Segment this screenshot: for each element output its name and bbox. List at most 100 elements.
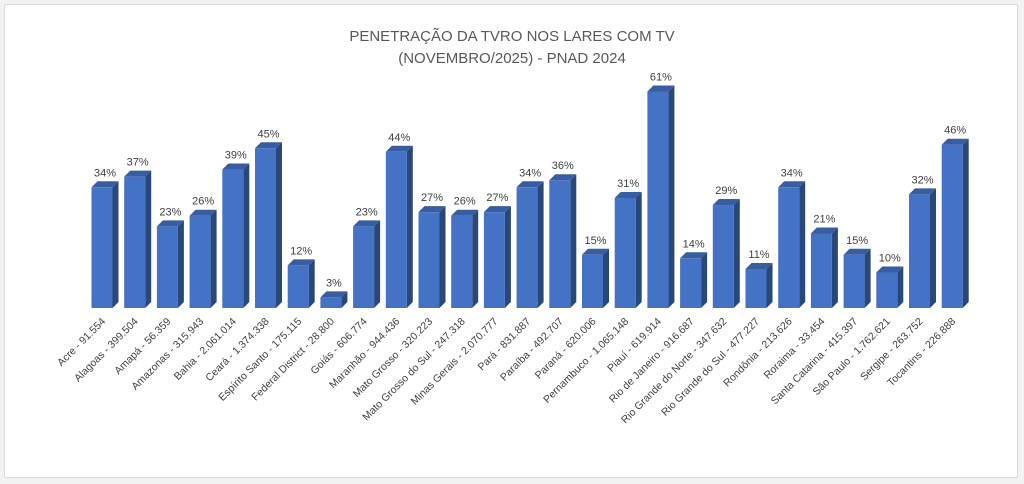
value-label: 10% (879, 253, 901, 265)
bar-top (91, 181, 119, 188)
value-label: 23% (159, 206, 181, 218)
bar-top (680, 252, 708, 259)
bar-front (189, 215, 211, 308)
bar-side (112, 181, 119, 308)
bar (124, 170, 152, 308)
bar-front (483, 212, 505, 308)
bar-top (189, 209, 217, 216)
bar-side (308, 259, 315, 308)
value-label: 46% (944, 125, 966, 137)
bar-top (712, 199, 740, 206)
bar-top (222, 163, 250, 170)
bar-front (418, 212, 440, 308)
value-label: 37% (127, 157, 149, 169)
bar-front (451, 215, 473, 308)
bar (647, 85, 675, 308)
bar-side (962, 138, 969, 308)
bar (91, 181, 119, 308)
bar-side (276, 142, 282, 308)
bar-top (156, 220, 184, 227)
bar-side (603, 248, 609, 308)
bar-side (243, 163, 250, 308)
value-label: 26% (192, 196, 214, 208)
value-label: 23% (356, 206, 378, 218)
bar-front (909, 194, 930, 308)
bar-top (320, 291, 348, 298)
bar-side (537, 181, 544, 308)
value-label: 11% (748, 249, 769, 261)
bar (549, 174, 577, 308)
bar-top (614, 191, 642, 198)
bar (418, 206, 446, 308)
bar-front (810, 233, 832, 308)
value-label: 27% (486, 192, 508, 204)
value-label: 45% (257, 128, 279, 140)
bar-front (255, 148, 276, 308)
bar-front (582, 254, 603, 308)
bar-top (255, 142, 282, 149)
bar (810, 227, 838, 308)
bar-front (778, 187, 800, 308)
bar (451, 209, 479, 308)
bar (778, 181, 806, 308)
bar-chart: PENETRAÇÃO DA TVRO NOS LARES COM TV (NOV… (55, 28, 969, 427)
category-label: Goiás - 606.774 (308, 316, 369, 377)
bar-front (745, 268, 767, 308)
value-label: 29% (715, 185, 737, 197)
bar-front (156, 226, 178, 308)
bar (156, 220, 184, 308)
category-label: Amapá - 56.359 (112, 316, 173, 377)
bar-top (582, 248, 609, 255)
bar-side (177, 220, 184, 308)
bar (255, 142, 282, 308)
bar-side (930, 188, 936, 308)
value-label: 34% (781, 167, 803, 179)
bar (222, 163, 250, 308)
value-label: 15% (584, 235, 606, 247)
bar (745, 262, 773, 308)
value-label: 32% (911, 174, 933, 186)
value-label: 39% (225, 150, 247, 162)
bar (483, 206, 511, 308)
value-label: 34% (94, 167, 116, 179)
bar-side (374, 220, 381, 308)
chart-card: PENETRAÇÃO DA TVRO NOS LARES COM TV (NOV… (4, 4, 1018, 478)
bar-side (439, 206, 446, 308)
bar-top (385, 145, 413, 152)
bar (876, 266, 904, 308)
bar-front (353, 226, 375, 308)
bar (353, 220, 381, 308)
bar-side (864, 248, 871, 308)
bar-top (483, 206, 511, 213)
bar-side (504, 206, 511, 308)
bar-top (941, 138, 969, 145)
bar-front (614, 197, 636, 308)
bar-front (385, 151, 407, 308)
bar-front (712, 205, 734, 308)
bar-front (320, 297, 342, 308)
value-label: 34% (519, 167, 541, 179)
bar-top (778, 181, 806, 188)
bar-front (222, 169, 244, 308)
value-label: 12% (290, 245, 312, 257)
bar-side (406, 145, 413, 308)
bar-side (145, 170, 152, 308)
bar-side (635, 191, 642, 308)
bar (614, 191, 642, 308)
value-label: 3% (326, 277, 342, 289)
bars-group (91, 85, 969, 308)
bar-side (210, 209, 217, 308)
bar-front (287, 265, 309, 308)
value-label: 21% (813, 213, 835, 225)
bar-top (124, 170, 152, 177)
bar (909, 188, 936, 308)
bar-front (91, 187, 113, 308)
value-label: 44% (388, 132, 410, 144)
bar-side (733, 199, 740, 308)
bar (287, 259, 315, 308)
bar (680, 252, 708, 308)
bar-side (472, 209, 479, 308)
bar-top (843, 248, 871, 255)
value-label: 36% (552, 160, 574, 172)
